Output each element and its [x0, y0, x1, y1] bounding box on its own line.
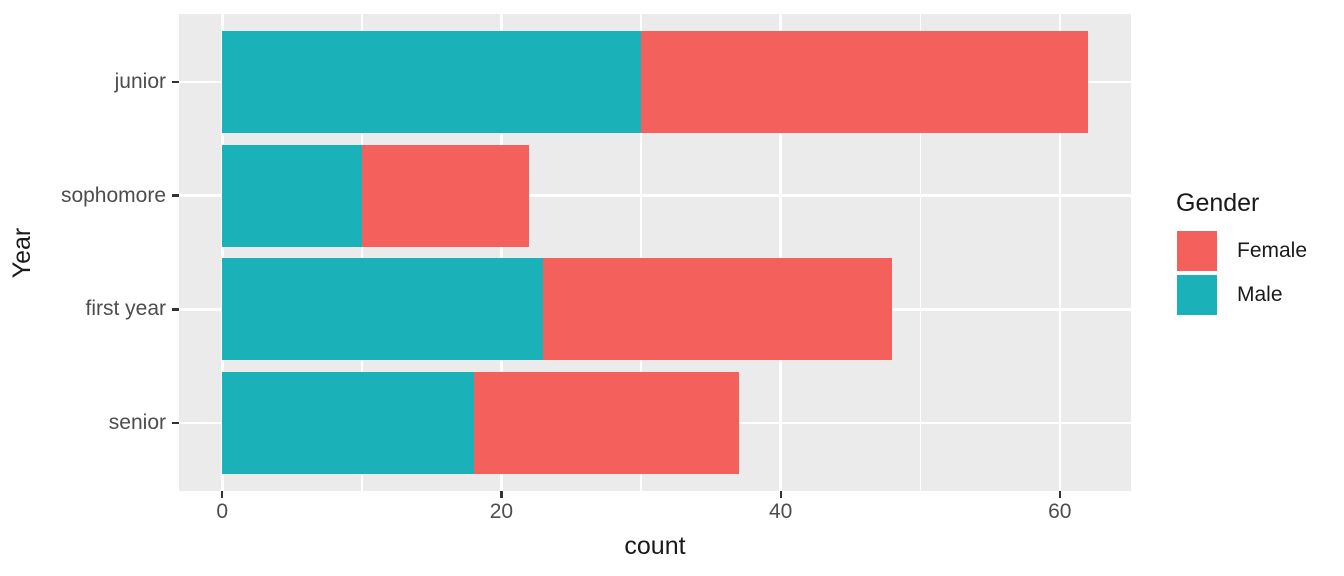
v-minor-gridline	[361, 14, 363, 491]
y-tick-label: first year	[85, 297, 166, 321]
x-tick-label: 20	[489, 500, 514, 523]
bar-segment-female-sophomore	[361, 144, 530, 247]
x-tick-mark	[500, 491, 503, 498]
x-tick-mark	[779, 491, 782, 498]
h-gridline	[179, 194, 1131, 197]
v-major-gridline	[1058, 14, 1062, 491]
plot-panel	[179, 14, 1131, 491]
v-major-gridline	[500, 14, 503, 491]
x-tick-mark	[1058, 491, 1061, 498]
bar-segment-male-first-year	[222, 258, 544, 361]
y-tick-mark	[172, 194, 179, 197]
legend-key-female	[1177, 231, 1217, 271]
legend-label-female: Female	[1237, 239, 1308, 262]
v-major-gridline	[221, 14, 224, 491]
v-minor-gridline	[640, 14, 642, 491]
v-minor-gridline	[919, 14, 921, 491]
bar-segment-male-sophomore	[222, 144, 362, 247]
x-tick-mark	[221, 491, 224, 498]
x-tick-label: 60	[1048, 500, 1072, 523]
y-tick-mark	[172, 308, 179, 311]
legend-title: Gender	[1176, 189, 1260, 217]
y-tick-mark	[172, 80, 179, 84]
y-tick-label: senior	[108, 410, 166, 434]
bar-segment-female-junior	[641, 31, 1088, 134]
bar-segment-male-senior	[222, 371, 474, 474]
y-tick-label: junior	[114, 70, 166, 94]
y-tick-label: sophomore	[60, 183, 166, 207]
bar-segment-female-senior	[473, 371, 739, 474]
x-axis-title: count	[624, 532, 686, 560]
v-major-gridline	[779, 14, 782, 491]
y-tick-mark	[172, 421, 179, 425]
legend-key-male	[1177, 275, 1217, 315]
bar-segment-female-first-year	[543, 258, 893, 361]
legend-label-male: Male	[1237, 283, 1283, 306]
x-tick-label: 0	[216, 500, 229, 523]
x-tick-label: 40	[768, 500, 793, 523]
bar-segment-male-junior	[222, 31, 642, 134]
